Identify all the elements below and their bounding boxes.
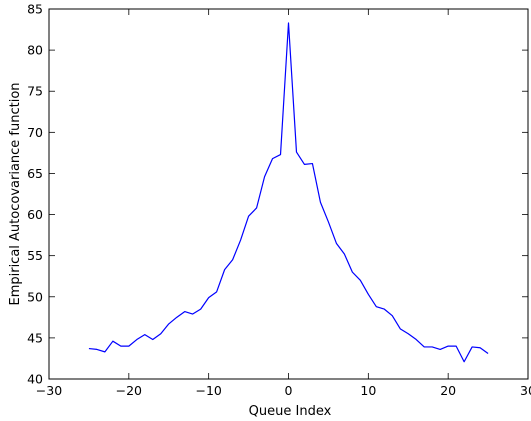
series-line-0 — [88, 22, 489, 363]
y-tick-label: 75 — [27, 84, 43, 99]
x-tick-label: 0 — [285, 383, 293, 398]
tick-marks — [48, 8, 529, 380]
x-tick-label: 20 — [440, 383, 456, 398]
y-tick-label: 60 — [27, 207, 43, 222]
y-tick-label: 70 — [27, 125, 43, 140]
x-tick-label: −20 — [116, 383, 142, 398]
y-tick-label: 55 — [27, 248, 43, 263]
y-tick-label: 85 — [27, 2, 43, 17]
y-tick-label: 40 — [27, 372, 43, 387]
plot-area — [88, 22, 489, 363]
x-tick-label: −30 — [36, 383, 62, 398]
y-tick-label: 80 — [27, 43, 43, 58]
axes-frame — [48, 8, 529, 380]
x-tick-label: 10 — [360, 383, 376, 398]
y-tick-label: 65 — [27, 166, 43, 181]
x-tick-label: −10 — [195, 383, 221, 398]
y-axis-label: Empirical Autocovariance function — [8, 82, 23, 305]
tick-labels: −30 −20 −10 0 10 20 30 40 45 50 55 60 65 70 75 80 85 — [27, 2, 531, 399]
x-axis-label: Queue Index — [249, 404, 332, 419]
y-tick-label: 45 — [27, 330, 43, 345]
y-tick-label: 50 — [27, 289, 43, 304]
x-tick-label: 30 — [520, 383, 531, 398]
